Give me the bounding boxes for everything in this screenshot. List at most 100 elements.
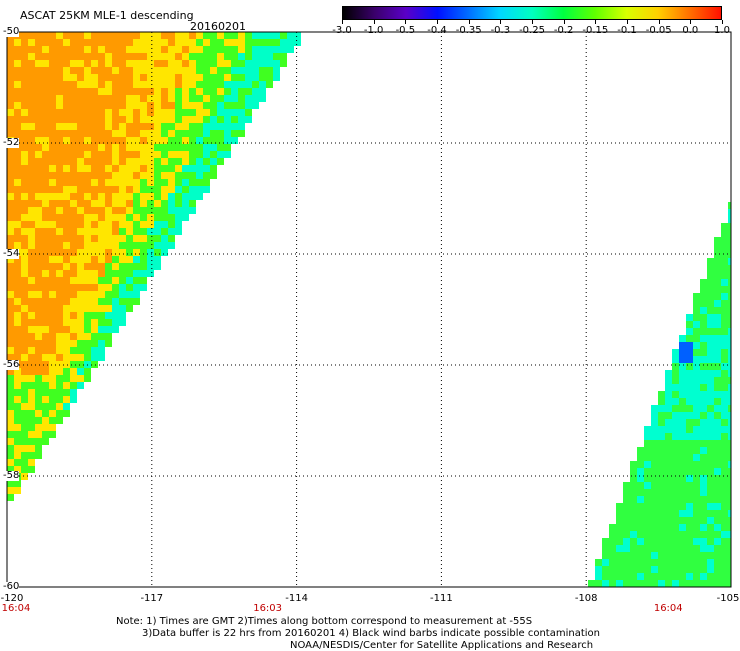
swath-cell: [721, 335, 728, 342]
swath-cell: [140, 249, 147, 256]
swath-cell: [70, 263, 77, 270]
swath-cell: [56, 389, 63, 396]
swath-cell: [203, 88, 210, 95]
swath-cell: [161, 200, 168, 207]
swath-cell: [658, 496, 665, 503]
swath-cell: [49, 347, 56, 354]
swath-cell: [196, 53, 203, 60]
swath-cell: [7, 452, 14, 459]
swath-cell: [728, 524, 731, 531]
swath-cell: [42, 179, 49, 186]
swath-cell: [42, 242, 49, 249]
swath-cell: [56, 95, 63, 102]
colorbar-label: -0.05: [645, 25, 672, 36]
swath-cell: [728, 468, 731, 475]
swath-cell: [651, 503, 658, 510]
swath-cell: [119, 151, 126, 158]
swath-cell: [49, 151, 56, 158]
swath-cell: [42, 88, 49, 95]
swath-cell: [7, 95, 14, 102]
swath-cell: [210, 32, 217, 39]
swath-cell: [637, 489, 644, 496]
swath-cell: [77, 347, 84, 354]
swath-cell: [140, 284, 147, 291]
swath-cell: [721, 398, 728, 405]
swath-cell: [105, 137, 112, 144]
swath-cell: [35, 53, 42, 60]
swath-cell: [630, 468, 637, 475]
swath-cell: [21, 410, 28, 417]
swath-cell: [28, 298, 35, 305]
swath-cell: [133, 270, 140, 277]
swath-cell: [77, 81, 84, 88]
swath-cell: [147, 263, 154, 270]
colorbar-tick: [405, 20, 407, 24]
swath-cell: [70, 46, 77, 53]
swath-cell: [84, 32, 91, 39]
swath-cell: [126, 144, 133, 151]
swath-cell: [35, 361, 42, 368]
swath-cell: [56, 305, 63, 312]
swath-cell: [728, 370, 731, 377]
swath-cell: [49, 81, 56, 88]
swath-cell: [140, 151, 147, 158]
swath-cell: [63, 368, 70, 375]
swath-cell: [7, 396, 14, 403]
swath-cell: [49, 214, 56, 221]
swath-cell: [252, 81, 259, 88]
swath-cell: [77, 193, 84, 200]
swath-cell: [98, 277, 105, 284]
swath-cell: [133, 277, 140, 284]
colorbar-tick: [468, 20, 470, 24]
swath-cell: [609, 552, 616, 559]
swath-cell: [707, 566, 714, 573]
swath-cell: [21, 466, 28, 473]
swath-cell: [245, 32, 252, 39]
swath-cell: [238, 74, 245, 81]
swath-cell: [63, 53, 70, 60]
swath-cell: [7, 214, 14, 221]
swath-cell: [147, 130, 154, 137]
swath-cell: [7, 193, 14, 200]
swath-cell: [679, 524, 686, 531]
swath-cell: [42, 130, 49, 137]
swath-cell: [77, 74, 84, 81]
swath-cell: [126, 39, 133, 46]
swath-cell: [168, 46, 175, 53]
swath-cell: [63, 354, 70, 361]
swath-cell: [7, 438, 14, 445]
swath-cell: [7, 46, 14, 53]
swath-cell: [56, 312, 63, 319]
swath-cell: [693, 552, 700, 559]
swath-cell: [679, 440, 686, 447]
swath-cell: [161, 88, 168, 95]
swath-cell: [161, 123, 168, 130]
time-label: 16:04: [1, 603, 31, 614]
swath-cell: [672, 384, 679, 391]
swath-cell: [91, 67, 98, 74]
swath-cell: [700, 496, 707, 503]
swath-cell: [21, 74, 28, 81]
swath-cell: [49, 200, 56, 207]
swath-cell: [161, 130, 168, 137]
swath-cell: [84, 333, 91, 340]
swath-cell: [84, 172, 91, 179]
swath-cell: [14, 487, 21, 494]
swath-cell: [49, 165, 56, 172]
swath-cell: [196, 158, 203, 165]
swath-cell: [658, 545, 665, 552]
swath-cell: [14, 459, 21, 466]
swath-cell: [707, 356, 714, 363]
swath-cell: [651, 496, 658, 503]
swath-cell: [7, 228, 14, 235]
swath-cell: [721, 517, 728, 524]
swath-cell: [28, 172, 35, 179]
swath-cell: [203, 53, 210, 60]
swath-cell: [707, 265, 714, 272]
swath-cell: [35, 368, 42, 375]
colorbar-label: -0.5: [395, 25, 416, 36]
swath-cell: [70, 277, 77, 284]
swath-cell: [70, 207, 77, 214]
swath-cell: [168, 228, 175, 235]
swath-cell: [84, 235, 91, 242]
